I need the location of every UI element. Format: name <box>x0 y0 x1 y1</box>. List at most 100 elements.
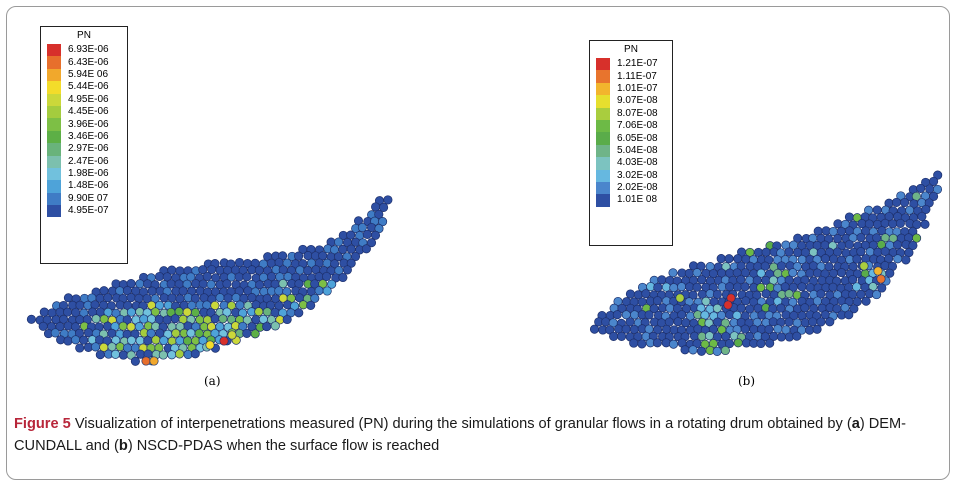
particle <box>115 342 125 352</box>
particle <box>126 335 137 345</box>
particle <box>227 330 237 340</box>
particle <box>306 300 316 310</box>
particle <box>900 197 910 208</box>
particle <box>294 308 304 318</box>
legend-label: 6.05E-08 <box>617 132 658 144</box>
legend-label: 4.45E-06 <box>68 106 109 118</box>
legend-label: 2.97E-06 <box>68 143 109 155</box>
particle <box>844 212 854 222</box>
panel-a-legend: PN 6.93E-06 6.43E-06 5.94E 06 5.44E-06 4.95E… <box>40 26 128 264</box>
particle <box>202 271 212 282</box>
particle <box>167 350 177 360</box>
legend-label: 7.06E-08 <box>617 120 658 132</box>
particle <box>330 259 340 269</box>
particle <box>223 293 233 303</box>
particle <box>849 304 859 314</box>
particle <box>820 254 830 264</box>
particle <box>190 293 200 303</box>
legend-entry: 1.11E-07 <box>590 70 672 83</box>
legend-label: 1.11E-07 <box>617 70 657 82</box>
particle <box>151 335 161 345</box>
particle <box>668 339 679 349</box>
particle <box>908 240 918 251</box>
particle <box>135 349 146 359</box>
particle <box>383 195 393 205</box>
particle <box>219 336 229 346</box>
particle <box>652 338 662 348</box>
particle <box>175 349 185 359</box>
legend-title: PN <box>77 30 91 41</box>
legend-label: 9.90E 07 <box>68 192 109 204</box>
particle <box>190 349 200 359</box>
particle <box>905 205 915 215</box>
legend-entry: 1.48E-06 <box>41 180 127 193</box>
particle <box>254 307 264 317</box>
particle <box>756 283 766 293</box>
legend-swatch <box>596 107 610 120</box>
particle <box>122 315 132 325</box>
particle <box>688 290 698 300</box>
particle <box>812 268 822 278</box>
legend-entry: 9.07E-08 <box>590 95 672 108</box>
particle <box>916 183 926 193</box>
particle <box>222 307 232 317</box>
particle <box>314 286 324 296</box>
legend-swatch <box>47 205 61 218</box>
particle <box>788 268 798 278</box>
particle <box>637 339 647 349</box>
panel-b-sublabel: (b) <box>738 374 756 388</box>
particle <box>186 272 196 282</box>
particle <box>712 346 722 356</box>
particle <box>724 339 735 349</box>
particle <box>38 321 48 331</box>
particle <box>210 300 220 311</box>
legend-swatch <box>47 44 61 57</box>
particle <box>856 232 866 243</box>
particle <box>118 350 128 360</box>
particle <box>370 230 381 240</box>
particle <box>150 307 160 317</box>
legend-entry: 1.01E 08 <box>590 194 672 207</box>
particle <box>210 314 220 324</box>
particle <box>873 266 883 276</box>
particle <box>338 272 348 283</box>
particle <box>692 268 702 278</box>
legend-entry: 3.02E-08 <box>590 169 672 182</box>
particle <box>371 202 381 212</box>
particle <box>901 255 911 265</box>
legend-title: PN <box>624 44 638 55</box>
particle <box>784 317 794 327</box>
legend-label: 5.94E 06 <box>68 68 109 80</box>
particle <box>147 286 157 296</box>
legend-entry: 2.47E-06 <box>41 155 127 168</box>
particle <box>110 349 121 359</box>
particle <box>828 282 838 292</box>
particle <box>696 346 707 356</box>
particle <box>327 279 337 289</box>
particle <box>262 322 272 332</box>
legend-entry: 5.94E 06 <box>41 68 127 82</box>
particle <box>824 262 834 272</box>
legend-label: 4.95E-06 <box>68 93 109 105</box>
particle <box>71 335 81 345</box>
particle <box>198 265 208 275</box>
particle <box>872 290 882 300</box>
particle <box>39 307 49 317</box>
particle <box>856 247 866 257</box>
particle <box>672 303 683 314</box>
particle <box>712 289 722 299</box>
particle <box>206 279 216 290</box>
particle <box>186 328 196 338</box>
particle <box>812 324 822 334</box>
particle <box>59 314 69 324</box>
particle <box>130 356 140 366</box>
particle <box>652 296 663 306</box>
particle <box>115 300 125 310</box>
particle <box>74 328 85 338</box>
particle <box>805 268 815 278</box>
particle <box>680 345 690 355</box>
legend-swatch <box>596 119 610 133</box>
particle <box>334 237 344 247</box>
particle <box>724 254 734 264</box>
legend-entry: 5.04E-08 <box>590 144 672 158</box>
